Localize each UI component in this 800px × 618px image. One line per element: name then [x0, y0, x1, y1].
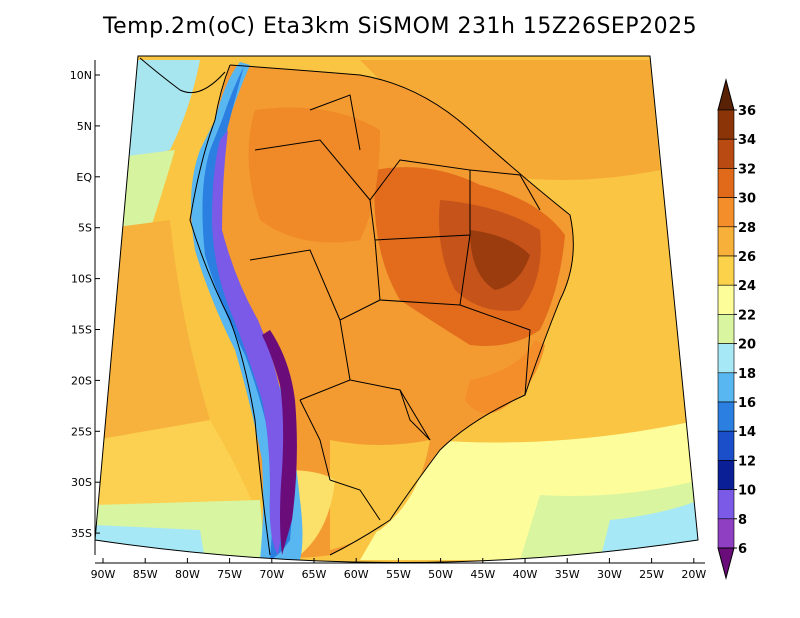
- latitude-axis: 10N 5N EQ 5S 10S 15S 20S 25S 30S 35S: [70, 60, 100, 555]
- lat-tick-label: 10S: [71, 273, 92, 286]
- lat-tick-label: EQ: [76, 171, 92, 184]
- colorbar-swatch: [717, 518, 735, 549]
- colorbar-level-label: 24: [738, 279, 756, 294]
- colorbar-level-label: 30: [738, 192, 756, 207]
- colorbar-above-triangle: [717, 78, 735, 111]
- colorbar-swatch: [717, 138, 735, 169]
- lat-tick-label: 5N: [77, 120, 92, 133]
- lat-tick-label: 25S: [71, 425, 92, 438]
- colorbar-swatch: [717, 372, 735, 403]
- lon-tick-label: 65W: [302, 568, 327, 581]
- colorbar-swatch: [717, 343, 735, 374]
- colorbar-swatch: [717, 284, 735, 315]
- colorbar-swatch: [717, 430, 735, 461]
- lat-tick-label: 5S: [78, 222, 92, 235]
- lon-tick-label: 80W: [175, 568, 200, 581]
- colorbar-swatch: [717, 197, 735, 228]
- colorbar-level-label: 36: [738, 104, 756, 119]
- colorbar-level-label: 8: [738, 513, 747, 528]
- lat-tick-label: 30S: [71, 476, 92, 489]
- lon-tick-label: 70W: [259, 568, 284, 581]
- lat-tick-label: 10N: [70, 69, 92, 82]
- colorbar-below-triangle: [717, 547, 735, 580]
- colorbar-level-label: 28: [738, 221, 756, 236]
- lon-tick-label: 40W: [513, 568, 538, 581]
- colorbar-level-label: 12: [738, 454, 756, 469]
- colorbar-level-label: 18: [738, 367, 756, 382]
- lon-tick-label: 60W: [344, 568, 369, 581]
- lat-tick-label: 35S: [71, 527, 92, 540]
- colorbar-swatch: [717, 226, 735, 257]
- coastlines-borders: [139, 57, 574, 556]
- colorbar-swatch: [717, 109, 735, 140]
- colorbar-swatch: [717, 489, 735, 520]
- lat-tick-label: 15S: [71, 324, 92, 337]
- colorbar-level-label: 16: [738, 396, 756, 411]
- lon-tick-label: 30W: [597, 568, 622, 581]
- temperature-field: [95, 56, 698, 563]
- colorbar-level-label: 10: [738, 484, 756, 499]
- lon-tick-label: 90W: [91, 568, 116, 581]
- colorbar-level-label: 34: [738, 133, 756, 148]
- colorbar-swatch: [717, 460, 735, 490]
- colorbar-level-label: 14: [738, 425, 756, 440]
- colorbar-swatch: [717, 255, 735, 286]
- colorbar: 6 8 10 12 14 16 18 20 22 24 26 28 30 32 34 36: [717, 78, 756, 580]
- colorbar-swatch: [717, 314, 735, 344]
- colorbar-level-label: 6: [738, 542, 747, 557]
- lon-tick-label: 25W: [639, 568, 664, 581]
- colorbar-level-label: 22: [738, 308, 756, 323]
- lon-tick-label: 75W: [217, 568, 242, 581]
- lon-tick-label: 55W: [386, 568, 411, 581]
- lon-tick-label: 35W: [555, 568, 580, 581]
- colorbar-swatch: [717, 168, 735, 198]
- lon-tick-label: 85W: [133, 568, 158, 581]
- colorbar-level-label: 26: [738, 250, 756, 265]
- lat-tick-label: 20S: [71, 374, 92, 387]
- lon-tick-label: 45W: [470, 568, 495, 581]
- colorbar-level-label: 20: [738, 338, 756, 353]
- domain-outline: [94, 55, 699, 563]
- colorbar-level-label: 32: [738, 162, 756, 177]
- lon-tick-label: 50W: [428, 568, 453, 581]
- map-title: Temp.2m(oC) Eta3km SiSMOM 231h 15Z26SEP2…: [102, 14, 698, 39]
- longitude-axis: 90W 85W 80W 75W 70W 65W 60W 55W 50W 45W 40W 35W 30W 2…: [91, 558, 706, 581]
- colorbar-swatch: [717, 401, 735, 432]
- lon-tick-label: 20W: [681, 568, 706, 581]
